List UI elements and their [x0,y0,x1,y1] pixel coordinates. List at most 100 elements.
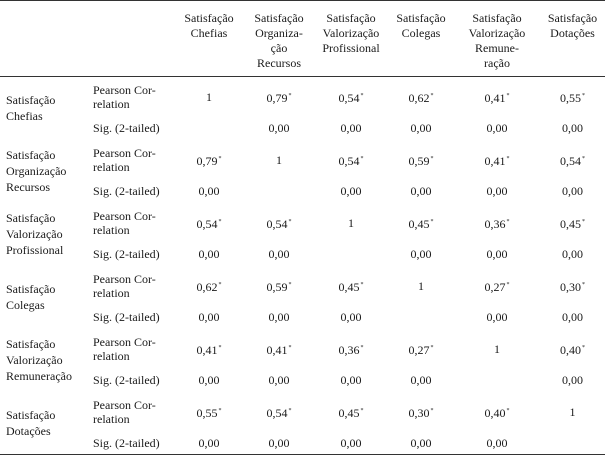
pearson-value: 0,45 [338,405,360,420]
stat-label-line: Pearson Cor- [93,334,156,349]
pearson-value: 0,30 [560,279,581,294]
row-variable-label: Satisfação Valorização Profissional [0,203,88,266]
table-row: Sig. (2-tailed) 0,00 0,00 0,00 0,00 0,00 [0,117,605,140]
pearson-value: 0,54 [266,216,288,231]
significance-mark: * [430,407,434,414]
row-variable-line: Profissional [6,243,64,257]
table-row: Sig. (2-tailed) 0,00 0,00 0,00 0,00 0,00 [0,432,605,455]
corner-cell-stat [88,1,174,77]
table-row: Satisfação Valorização Remuneração Pearson … [0,329,605,384]
sig-cell: 0,00 [340,310,362,324]
pearson-value: 0,79 [266,90,288,105]
sig-cell: 0,00 [562,310,583,324]
pearson-value: 0,59 [266,279,288,294]
significance-mark: * [288,92,292,99]
sig-cell: 0,00 [410,435,432,450]
row-variable-line: Colegas [6,298,45,312]
pearson-cell: 0,30* [540,266,605,306]
sig-cell: 0,00 [340,373,362,387]
stat-label-line: relation [93,411,130,426]
column-header-line: ração [484,56,510,70]
sig-cell [174,117,244,140]
significance-mark: * [360,92,364,99]
significance-mark: * [430,344,434,351]
pearson-value: 1 [276,152,282,167]
sig-cell: 0,00 [486,121,508,135]
sig-cell: 0,00 [486,184,508,198]
significance-mark: * [360,344,364,351]
significance-mark: * [506,281,510,288]
sig-cell: 0,00 [268,373,290,387]
stat-label-pearson: Pearson Cor-relation [88,392,174,432]
stat-label-sig: Sig. (2-tailed) [93,435,160,450]
pearson-value: 0,41 [196,342,218,357]
row-variable-line: Organização [6,164,67,178]
pearson-cell: 0,45* [314,392,388,432]
significance-mark: * [360,281,364,288]
pearson-cell: 0,62* [174,266,244,306]
sig-cell: 0,00 [486,310,508,324]
pearson-cell: 0,79* [174,140,244,180]
pearson-cell: 0,54* [244,392,314,432]
column-header-line: Profissional [322,41,380,55]
pearson-cell: 0,62* [388,77,454,117]
pearson-value: 0,36 [484,216,506,231]
column-header-line: Organiza- [255,26,303,40]
corner-cell [0,1,88,77]
stat-label-pearson: Pearson Cor-relation [88,266,174,306]
header-row: Satisfação Chefias Satisfação Organiza-ção… [0,0,605,77]
table-row: Sig. (2-tailed) 0,00 0,00 0,00 0,00 0,00 [0,306,605,329]
pearson-cell: 0,36* [314,329,388,369]
table-row: Satisfação Organização Recursos Pearson Cor… [0,140,605,195]
significance-mark: * [506,92,510,99]
pearson-value: 0,41 [484,90,506,105]
pearson-value: 1 [206,89,212,104]
pearson-value: 0,62 [196,279,218,294]
row-variable-line: Satisfação [6,282,56,296]
pearson-cell: 0,59* [244,266,314,306]
row-variable-line: Satisfação [6,337,56,351]
sig-cell: 0,00 [486,435,508,450]
stat-label-pearson: Pearson Cor-relation [88,77,174,117]
sig-cell: 0,00 [410,373,432,387]
pearson-cell: 0,27* [388,329,454,369]
stat-label-line: Pearson Cor- [93,397,156,412]
significance-mark: * [506,407,510,414]
pearson-cell: 1 [314,203,388,243]
table-row: Satisfação Colegas Pearson Cor-relation 0,6… [0,266,605,313]
table-row: Sig. (2-tailed) 0,00 0,00 0,00 0,00 0,00 [0,180,605,203]
sig-cell: 0,00 [268,247,290,261]
significance-mark: * [582,218,585,225]
pearson-value: 0,54 [196,216,218,231]
sig-cell [540,432,605,455]
stat-label-line: relation [93,285,130,300]
sig-cell [244,180,314,203]
column-header-line: Dotações [550,26,595,40]
sig-cell: 0,00 [198,435,220,450]
pearson-value: 0,45 [338,279,360,294]
stat-label-line: relation [93,96,130,111]
significance-mark: * [288,281,292,288]
column-header: Satisfação Dotações [540,1,605,77]
sig-cell: 0,00 [410,247,432,261]
significance-mark: * [582,344,585,351]
stat-label-pearson: Pearson Cor-relation [88,203,174,243]
pearson-value: 0,27 [484,279,506,294]
stat-label-sig: Sig. (2-tailed) [93,373,160,387]
pearson-value: 0,62 [408,90,430,105]
pearson-cell: 0,54* [244,203,314,243]
table-row: Sig. (2-tailed) 0,00 0,00 0,00 0,00 0,00 [0,369,605,392]
pearson-value: 0,54 [338,153,360,168]
sig-cell [388,306,454,329]
pearson-cell: 0,41* [454,77,540,117]
pearson-value: 0,36 [338,342,360,357]
significance-mark: * [218,218,222,225]
pearson-value: 0,41 [484,153,506,168]
row-variable-line: Satisfação [6,407,56,422]
pearson-value: 0,30 [408,405,430,420]
pearson-value: 1 [348,215,354,230]
column-header-line: Recursos [257,56,301,70]
column-header-line: Satisfação [396,11,446,25]
pearson-cell: 0,40* [454,392,540,432]
